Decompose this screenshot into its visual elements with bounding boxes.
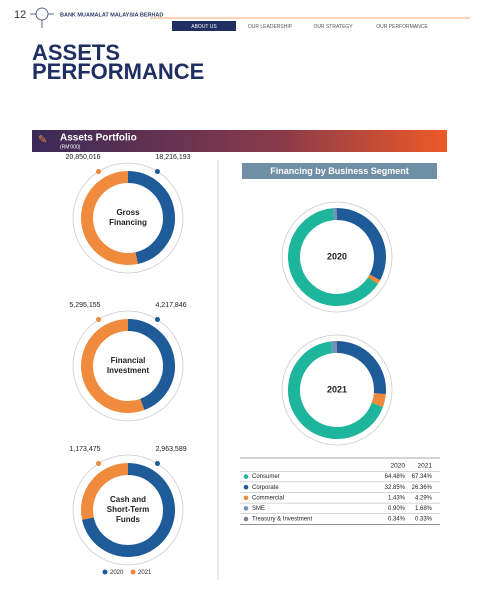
donut-title: 2020 xyxy=(327,251,347,261)
section-title: Assets Portfolio xyxy=(60,133,137,144)
donut-title: 2021 xyxy=(327,384,347,394)
donut-segment xyxy=(127,171,175,264)
donut-segment xyxy=(81,171,138,265)
donut-frame xyxy=(281,201,393,313)
table-category: Corporate xyxy=(252,485,279,491)
donut-frame xyxy=(281,334,393,446)
donut-segment xyxy=(336,341,386,395)
legend-dot xyxy=(130,569,136,575)
donut-segment xyxy=(288,341,383,439)
donut-frame xyxy=(72,310,184,422)
value-label: 18,216,193 xyxy=(155,154,190,161)
nav-item[interactable]: OUR PERFORMANCE xyxy=(376,24,428,30)
legend-label: 2020 xyxy=(110,570,124,576)
section-banner xyxy=(32,130,447,152)
table-category: SME xyxy=(252,506,265,512)
value-label: 4,217,846 xyxy=(155,302,186,309)
donut-title: Cash and Short-Term Funds xyxy=(106,495,150,524)
nav-item[interactable]: OUR STRATEGY xyxy=(313,24,353,30)
label-dot xyxy=(154,317,160,323)
table-value: 0.34% xyxy=(388,517,406,523)
nav-item[interactable]: ABOUT US xyxy=(191,24,217,30)
label-dot xyxy=(154,461,160,467)
donut-segment xyxy=(81,463,129,520)
legend-dot xyxy=(243,474,249,479)
donut-segment xyxy=(367,274,381,284)
nav-item[interactable]: OUR LEADERSHIP xyxy=(248,24,293,30)
donut-frame xyxy=(72,454,184,566)
segment-title: Financing by Business Segment xyxy=(270,166,409,176)
table-value: 67.34% xyxy=(412,474,433,480)
table-header: 2021 xyxy=(418,463,433,470)
value-label: 1,173,475 xyxy=(69,446,100,453)
banner-icon: ✎ xyxy=(38,134,47,146)
title: ASSETS xyxy=(32,40,120,65)
section-unit: (RM'000) xyxy=(60,144,81,150)
donut-segment xyxy=(371,392,386,408)
table-header: 2020 xyxy=(391,463,406,470)
legend-label: 2021 xyxy=(138,570,152,576)
donut-segment xyxy=(82,463,175,557)
company: BANK MUAMALAT MALAYSIA BERHAD xyxy=(60,12,163,18)
legend-dot xyxy=(243,484,249,490)
donut-segment xyxy=(336,208,386,281)
logo xyxy=(30,7,54,28)
table-value: 1.43% xyxy=(388,495,406,501)
table-value: 4.29% xyxy=(415,495,433,501)
legend-dot xyxy=(243,495,249,501)
table-value: 64.48% xyxy=(385,474,406,480)
donut-title: Gross Financing xyxy=(109,208,147,227)
segment-header xyxy=(242,163,437,179)
donut-frame xyxy=(72,162,184,274)
table-category: Consumer xyxy=(252,474,280,480)
table-category: Treasury & Investment xyxy=(252,517,312,523)
legend-dot xyxy=(102,569,108,575)
table-value: 1.68% xyxy=(415,506,433,512)
table-value: 0.33% xyxy=(415,517,433,523)
donut-title: Financial Investment xyxy=(106,356,150,375)
label-dot xyxy=(96,461,102,467)
nav-active xyxy=(172,21,236,31)
table-value: 0.90% xyxy=(388,506,406,512)
label-dot xyxy=(96,169,102,175)
label-dot xyxy=(154,169,160,175)
table-category: Commercial xyxy=(252,495,284,501)
table-value: 32.85% xyxy=(385,485,406,491)
title: PERFORMANCE xyxy=(32,59,204,84)
page-number: 12 xyxy=(14,9,26,21)
value-label: 20,850,016 xyxy=(65,154,100,161)
value-label: 5,295,155 xyxy=(69,302,100,309)
label-dot xyxy=(96,317,102,323)
donut-segment xyxy=(127,319,175,411)
legend-dot xyxy=(243,516,249,522)
legend-dot xyxy=(243,506,249,511)
donut-segment xyxy=(81,319,145,413)
donut-segment xyxy=(288,208,378,306)
value-label: 2,963,589 xyxy=(155,446,186,453)
table-value: 26.36% xyxy=(412,485,433,491)
